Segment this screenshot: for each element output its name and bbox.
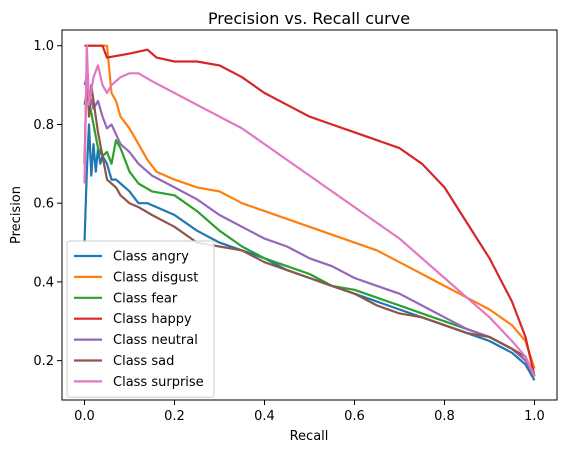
x-tick-label: 0.0 (74, 409, 95, 424)
y-tick-label: 0.8 (33, 118, 54, 133)
legend-label: Class sad (113, 354, 174, 369)
series-line-4 (83, 76, 536, 377)
legend-label: Class happy (113, 312, 192, 327)
y-tick-label: 0.2 (33, 354, 54, 369)
y-axis-ticks: 0.2 0.4 0.6 0.8 1.0 (33, 39, 62, 369)
legend-label: Class fear (113, 291, 178, 306)
x-tick-label: 0.4 (254, 409, 275, 424)
legend-label: Class surprise (113, 375, 204, 390)
series-line-3 (84, 44, 536, 377)
y-tick-label: 0.4 (33, 275, 54, 290)
y-tick-label: 0.6 (33, 197, 54, 212)
x-tick-label: 1.0 (524, 409, 545, 424)
legend: Class angry Class disgust Class fear Class … (66, 240, 215, 398)
legend-box (66, 240, 215, 398)
x-tick-label: 0.6 (344, 409, 365, 424)
y-axis-label: Precision (9, 186, 24, 244)
series-line-6 (83, 44, 536, 377)
chart-title: Precision vs. Recall curve (208, 9, 410, 28)
x-axis-label: Recall (290, 429, 329, 444)
legend-label: Class neutral (113, 333, 198, 348)
plot-frame (61, 29, 558, 401)
legend-label: Class angry (113, 250, 189, 265)
x-axis-ticks: 0.0 0.2 0.4 0.6 0.8 1.0 (74, 400, 545, 424)
x-tick-label: 0.8 (434, 409, 455, 424)
x-tick-label: 0.2 (164, 409, 185, 424)
y-tick-label: 1.0 (33, 39, 54, 54)
legend-label: Class disgust (113, 270, 198, 285)
